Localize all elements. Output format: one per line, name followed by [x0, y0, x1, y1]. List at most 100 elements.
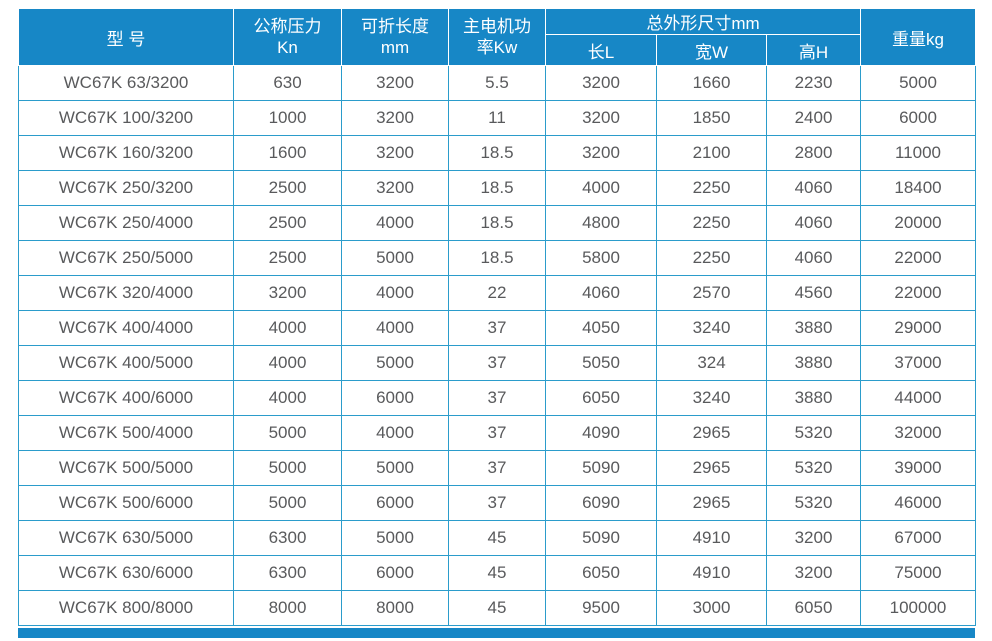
value-cell: 20000 — [860, 205, 976, 241]
table-row: WC67K 250/5000 2500 5000 18.5 5800 2250 4060 22… — [18, 240, 976, 276]
value-cell: 4910 — [656, 555, 767, 591]
model-cell: WC67K 500/4000 — [18, 415, 234, 451]
value-cell: 4800 — [545, 205, 657, 241]
value-cell: 6000 — [860, 100, 976, 136]
col-header-dim-height: 高H — [766, 34, 861, 66]
table-row: WC67K 63/3200 630 3200 5.5 3200 1660 2230 5000 — [18, 65, 976, 101]
value-cell: 22 — [448, 275, 546, 311]
value-cell: 3880 — [766, 310, 861, 346]
value-cell: 37 — [448, 450, 546, 486]
value-cell: 2965 — [656, 485, 767, 521]
value-cell: 5000 — [233, 415, 342, 451]
value-cell: 3200 — [545, 135, 657, 171]
value-cell: 2250 — [656, 170, 767, 206]
table-row: WC67K 320/4000 3200 4000 22 4060 2570 4560 2200… — [18, 275, 976, 311]
value-cell: 5320 — [766, 450, 861, 486]
value-cell: 3240 — [656, 310, 767, 346]
col-header-dim-width: 宽W — [656, 34, 767, 66]
table-row: WC67K 800/8000 8000 8000 45 9500 3000 6050 1000… — [18, 590, 976, 626]
value-cell: 4560 — [766, 275, 861, 311]
value-cell: 39000 — [860, 450, 976, 486]
table-row: WC67K 400/6000 4000 6000 37 6050 3240 3880 4400… — [18, 380, 976, 416]
col-header-motor-power-line2: 率Kw — [476, 38, 518, 57]
value-cell: 5000 — [341, 345, 449, 381]
value-cell: 3200 — [545, 100, 657, 136]
table-row: WC67K 250/3200 2500 3200 18.5 4000 2250 4060 18… — [18, 170, 976, 206]
model-cell: WC67K 100/3200 — [18, 100, 234, 136]
col-header-pressure-line1: 公称压力 — [253, 16, 322, 36]
value-cell: 4000 — [341, 275, 449, 311]
value-cell: 2100 — [656, 135, 767, 171]
model-cell: WC67K 400/4000 — [18, 310, 234, 346]
value-cell: 45 — [448, 590, 546, 626]
value-cell: 45 — [448, 520, 546, 556]
value-cell: 324 — [656, 345, 767, 381]
value-cell: 6050 — [545, 380, 657, 416]
value-cell: 11 — [448, 100, 546, 136]
col-header-motor-power: 主电机功 率Kw — [448, 8, 546, 66]
value-cell: 2250 — [656, 240, 767, 276]
model-cell: WC67K 400/6000 — [18, 380, 234, 416]
value-cell: 3000 — [656, 590, 767, 626]
value-cell: 2965 — [656, 450, 767, 486]
model-cell: WC67K 63/3200 — [18, 65, 234, 101]
value-cell: 2400 — [766, 100, 861, 136]
value-cell: 3200 — [341, 170, 449, 206]
table-row: WC67K 500/6000 5000 6000 37 6090 2965 5320 4600… — [18, 485, 976, 521]
model-cell: WC67K 630/6000 — [18, 555, 234, 591]
value-cell: 100000 — [860, 590, 976, 626]
table-row: WC67K 500/4000 5000 4000 37 4090 2965 5320 3200… — [18, 415, 976, 451]
value-cell: 5050 — [545, 345, 657, 381]
model-cell: WC67K 250/3200 — [18, 170, 234, 206]
value-cell: 18.5 — [448, 205, 546, 241]
bottom-accent-bar — [18, 628, 975, 638]
value-cell: 5090 — [545, 520, 657, 556]
value-cell: 4000 — [341, 415, 449, 451]
value-cell: 5000 — [233, 485, 342, 521]
value-cell: 630 — [233, 65, 342, 101]
table-header: 型 号 公称压力 Kn 可折长度 mm 主电机功 率Kw 总外形尺寸mm 重量k… — [18, 8, 976, 66]
value-cell: 3880 — [766, 345, 861, 381]
model-cell: WC67K 320/4000 — [18, 275, 234, 311]
value-cell: 32000 — [860, 415, 976, 451]
value-cell: 4000 — [233, 345, 342, 381]
value-cell: 5000 — [860, 65, 976, 101]
value-cell: 3200 — [545, 65, 657, 101]
value-cell: 6000 — [341, 555, 449, 591]
value-cell: 3240 — [656, 380, 767, 416]
value-cell: 18.5 — [448, 170, 546, 206]
value-cell: 5.5 — [448, 65, 546, 101]
col-header-model: 型 号 — [18, 8, 234, 66]
value-cell: 2800 — [766, 135, 861, 171]
value-cell: 37000 — [860, 345, 976, 381]
col-header-dim-length: 长L — [545, 34, 657, 66]
value-cell: 6000 — [341, 485, 449, 521]
table-row: WC67K 100/3200 1000 3200 11 3200 1850 2400 6000 — [18, 100, 976, 136]
value-cell: 8000 — [341, 590, 449, 626]
value-cell: 11000 — [860, 135, 976, 171]
value-cell: 4000 — [233, 380, 342, 416]
model-cell: WC67K 800/8000 — [18, 590, 234, 626]
value-cell: 2570 — [656, 275, 767, 311]
value-cell: 4050 — [545, 310, 657, 346]
col-header-pressure-unit: Kn — [277, 38, 298, 57]
value-cell: 2500 — [233, 205, 342, 241]
value-cell: 1000 — [233, 100, 342, 136]
value-cell: 3200 — [766, 520, 861, 556]
col-header-motor-power-line1: 主电机功 — [463, 16, 531, 36]
value-cell: 37 — [448, 345, 546, 381]
value-cell: 5000 — [341, 450, 449, 486]
value-cell: 18400 — [860, 170, 976, 206]
value-cell: 4910 — [656, 520, 767, 556]
value-cell: 22000 — [860, 275, 976, 311]
value-cell: 6300 — [233, 520, 342, 556]
value-cell: 2965 — [656, 415, 767, 451]
value-cell: 1600 — [233, 135, 342, 171]
value-cell: 4060 — [766, 205, 861, 241]
value-cell: 8000 — [233, 590, 342, 626]
value-cell: 5320 — [766, 415, 861, 451]
value-cell: 5000 — [341, 520, 449, 556]
value-cell: 4000 — [233, 310, 342, 346]
value-cell: 5800 — [545, 240, 657, 276]
table-row: WC67K 160/3200 1600 3200 18.5 3200 2100 2800 11… — [18, 135, 976, 171]
